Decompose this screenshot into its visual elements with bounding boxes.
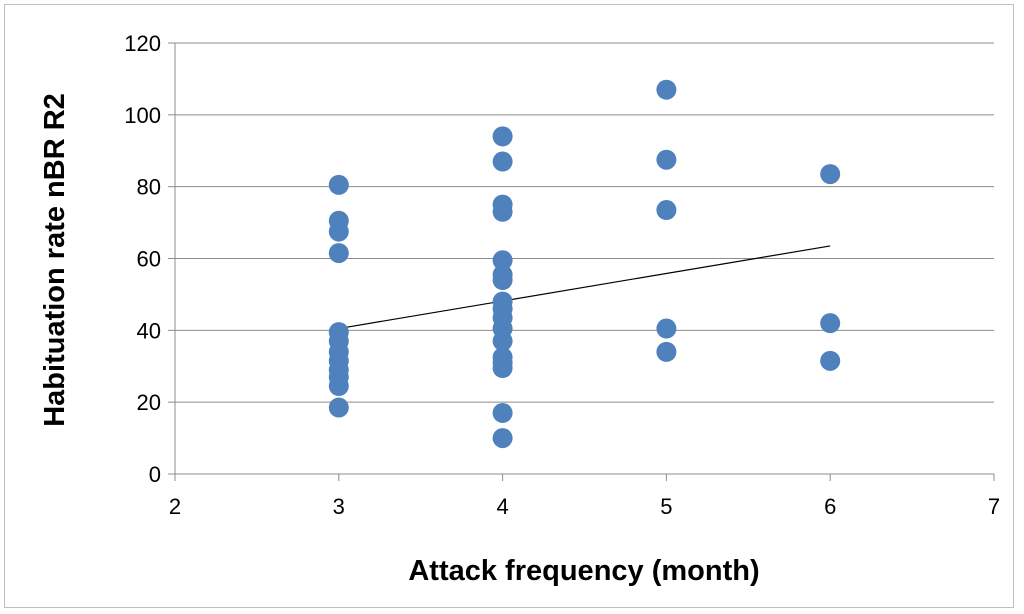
scatter-point	[820, 313, 841, 334]
scatter-point	[492, 201, 513, 222]
scatter-point	[492, 402, 513, 423]
x-axis-title: Attack frequency (month)	[408, 555, 759, 587]
scatter-point	[328, 174, 349, 195]
scatter-point	[328, 397, 349, 418]
scatter-point	[328, 221, 349, 242]
y-tick-label: 120	[124, 31, 161, 56]
y-tick-label: 40	[137, 318, 161, 343]
scatter-point	[656, 79, 677, 100]
tick-labels: 0 20 40 60 80 100 120 2 3 4 5 6 7	[124, 31, 1000, 519]
x-tick-label: 7	[988, 494, 1000, 519]
scatter-point	[656, 200, 677, 221]
scatter-point	[492, 358, 513, 379]
trendline-layer	[338, 245, 831, 330]
data-points	[328, 79, 841, 449]
y-tick-label: 80	[137, 175, 161, 200]
x-tick-label: 5	[660, 494, 672, 519]
x-tick-label: 6	[824, 494, 836, 519]
grid-lines	[175, 42, 994, 403]
y-tick-label: 60	[137, 247, 161, 272]
scatter-point	[492, 270, 513, 291]
scatter-point	[328, 376, 349, 397]
x-tick-label: 3	[333, 494, 345, 519]
scatter-point	[492, 151, 513, 172]
x-tick-label: 2	[169, 494, 181, 519]
trendline	[338, 245, 831, 330]
scatter-point	[820, 350, 841, 371]
y-tick-label: 0	[149, 462, 161, 487]
scatter-point	[492, 250, 513, 271]
x-tick-label: 4	[496, 494, 508, 519]
y-tick-label: 100	[124, 103, 161, 128]
scatter-point	[492, 126, 513, 147]
scatter-point	[328, 243, 349, 264]
y-axis-title: Habituation rate nBR R2	[39, 93, 71, 427]
scatter-point	[656, 149, 677, 170]
axes	[168, 42, 995, 481]
y-tick-label: 20	[137, 390, 161, 415]
scatter-point	[656, 318, 677, 339]
scatter-point	[492, 428, 513, 449]
scatter-point	[656, 341, 677, 362]
scatter-point	[492, 331, 513, 352]
scatter-point	[820, 164, 841, 185]
